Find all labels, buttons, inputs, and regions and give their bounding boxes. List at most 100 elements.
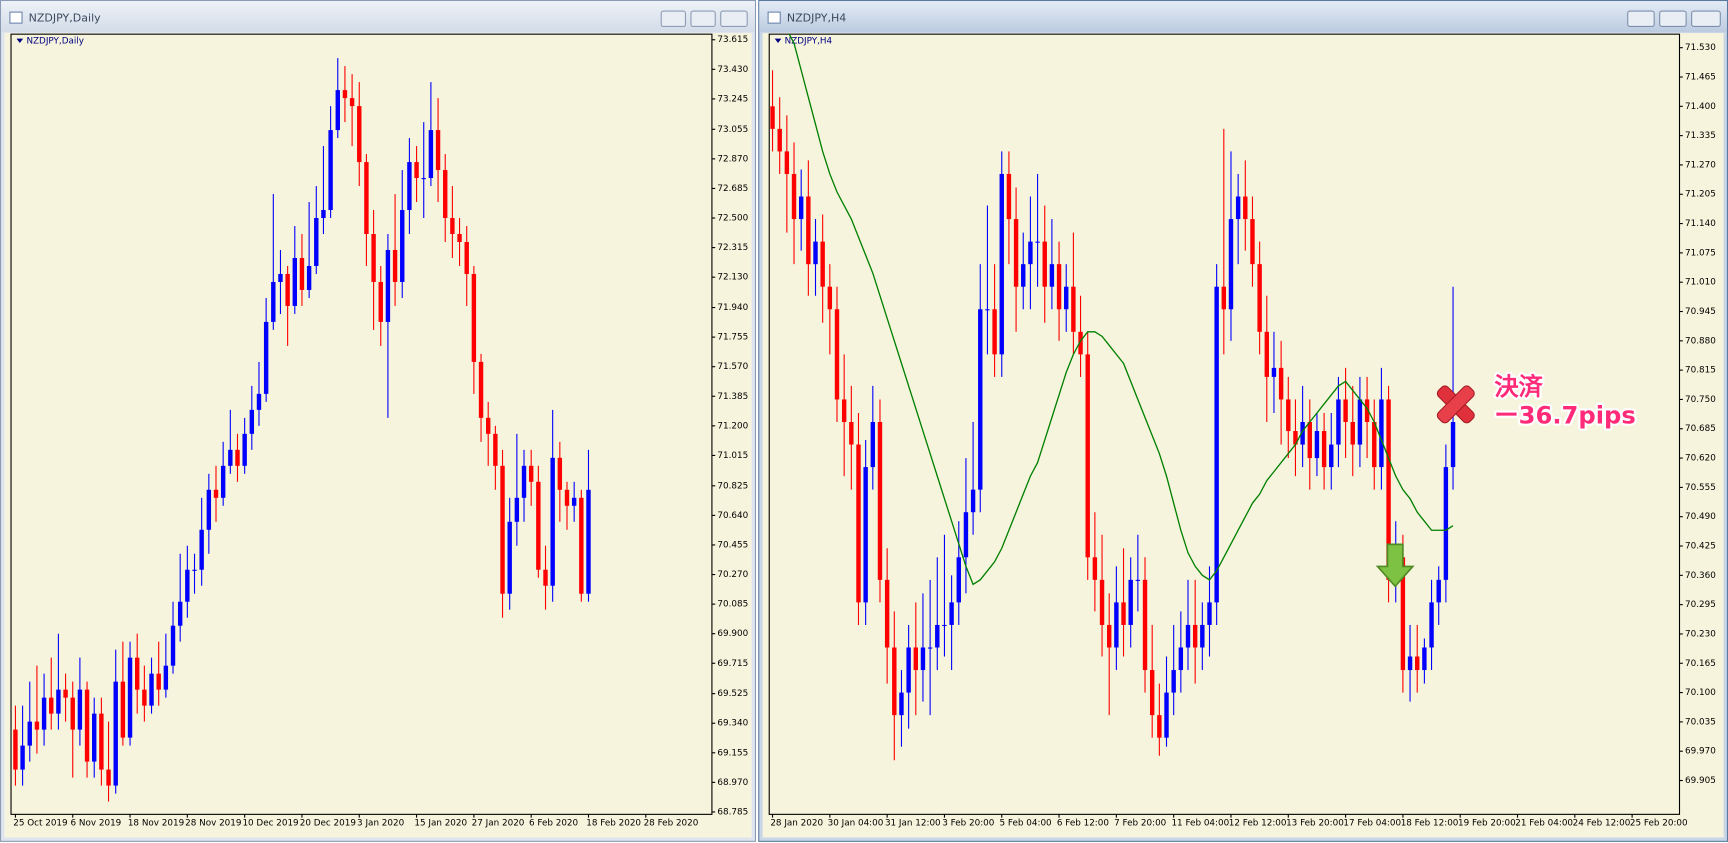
- candle-body: [1114, 602, 1119, 648]
- candle-body: [1271, 367, 1277, 377]
- candle-body: [170, 625, 176, 666]
- y-tick-label: 71.570: [717, 362, 748, 372]
- candle-body: [1221, 286, 1227, 310]
- candle-body: [1164, 692, 1169, 738]
- y-tick-label: 69.900: [717, 629, 748, 639]
- candle-body: [1228, 219, 1234, 310]
- x-tick-label: 28 Jan 2020: [770, 819, 823, 829]
- y-tick-label: 70.035: [1685, 717, 1716, 727]
- candle-body: [1135, 579, 1141, 581]
- candle-body: [1293, 431, 1298, 445]
- candle-body: [77, 689, 83, 730]
- candle-body: [34, 721, 40, 730]
- candle-body: [249, 409, 255, 434]
- candle-body: [806, 196, 811, 265]
- candle-body: [1436, 579, 1441, 603]
- candle-body: [92, 713, 97, 762]
- candle-body: [777, 128, 782, 152]
- y-tick-label: 69.905: [1685, 776, 1716, 786]
- candle-body: [856, 444, 861, 603]
- candle-body: [1307, 422, 1312, 459]
- candle-body: [877, 422, 883, 580]
- plot-frame: [768, 33, 1681, 815]
- x-tick-label: 18 Feb 12:00: [1401, 819, 1459, 829]
- minimize-button[interactable]: [1627, 10, 1655, 27]
- candle-body: [13, 729, 18, 770]
- x-tick-label: 18 Feb 2020: [586, 819, 641, 829]
- candle-body: [163, 665, 169, 690]
- candle-body: [1049, 264, 1055, 287]
- candle-body: [820, 241, 825, 287]
- candle-body: [985, 309, 990, 311]
- menu-triangle: [16, 38, 24, 43]
- candle-body: [378, 281, 383, 322]
- candle-body: [1278, 367, 1284, 400]
- candle-body: [1321, 431, 1327, 468]
- y-tick-label: 70.100: [1685, 688, 1716, 698]
- candle-body: [292, 257, 297, 306]
- y-tick-label: 73.055: [717, 125, 748, 135]
- candle-body: [435, 130, 441, 171]
- candle-body: [1171, 670, 1176, 693]
- candle-body: [242, 433, 247, 466]
- x-tick-label: 24 Feb 12:00: [1573, 819, 1631, 829]
- candle-body: [813, 241, 818, 265]
- candle-body: [1235, 196, 1241, 220]
- candle-body: [586, 489, 591, 594]
- candle-body: [271, 281, 276, 322]
- candle-body: [1415, 656, 1420, 671]
- y-tick-label: 70.555: [1685, 483, 1716, 493]
- minimize-button[interactable]: [660, 10, 687, 27]
- y-tick-label: 72.870: [717, 154, 748, 164]
- maximize-button[interactable]: [690, 10, 716, 27]
- y-tick-label: 71.270: [1685, 160, 1716, 170]
- candle-body: [392, 249, 398, 282]
- maximize-button[interactable]: [1659, 10, 1687, 27]
- y-tick-label: 70.230: [1685, 629, 1716, 639]
- candle-body: [235, 449, 240, 466]
- candle-body: [135, 657, 140, 690]
- candle-body: [70, 697, 75, 730]
- title-bar: [759, 1, 1727, 32]
- candle-body: [571, 497, 577, 506]
- close-button[interactable]: [720, 10, 748, 27]
- candle-body: [192, 569, 197, 571]
- candle-body: [798, 196, 804, 220]
- y-tick-label: 71.530: [1685, 43, 1716, 53]
- candle-body: [342, 90, 348, 99]
- moving-average-line: [788, 34, 1454, 586]
- candle-body: [1400, 557, 1406, 671]
- candle-body: [543, 569, 548, 586]
- candle-body: [863, 467, 868, 603]
- y-tick-label: 70.360: [1685, 571, 1716, 581]
- candle-body: [500, 465, 505, 594]
- candle-body: [978, 309, 983, 490]
- x-tick-label: 19 Feb 20:00: [1458, 819, 1516, 829]
- x-tick-label: 3 Jan 2020: [357, 819, 405, 829]
- candle-body: [27, 721, 32, 746]
- candle-body: [1429, 602, 1434, 648]
- window-icon: [767, 11, 781, 24]
- candle-body: [1035, 241, 1040, 243]
- candle-body: [49, 697, 54, 714]
- candle-body: [414, 162, 419, 179]
- candle-body: [471, 273, 477, 362]
- candle-body: [199, 529, 204, 570]
- candle-body: [770, 106, 775, 129]
- candle-body: [1286, 399, 1291, 432]
- candle-body: [357, 106, 362, 163]
- candle-body: [834, 309, 840, 400]
- x-tick-label: 31 Jan 12:00: [885, 819, 941, 829]
- candle-body: [99, 713, 104, 770]
- chart-background: [762, 33, 1724, 838]
- chart-title: NZDJPY,Daily: [26, 36, 84, 46]
- close-button[interactable]: [1691, 10, 1721, 27]
- y-tick-label: 70.815: [1685, 366, 1716, 376]
- candle-body: [1343, 399, 1348, 423]
- candle-body: [1357, 399, 1363, 445]
- y-tick-label: 73.430: [717, 65, 748, 75]
- candle-body: [41, 697, 47, 730]
- candle-body: [1443, 467, 1449, 580]
- x-tick-label: 17 Feb 04:00: [1343, 819, 1401, 829]
- candle-body: [443, 170, 448, 219]
